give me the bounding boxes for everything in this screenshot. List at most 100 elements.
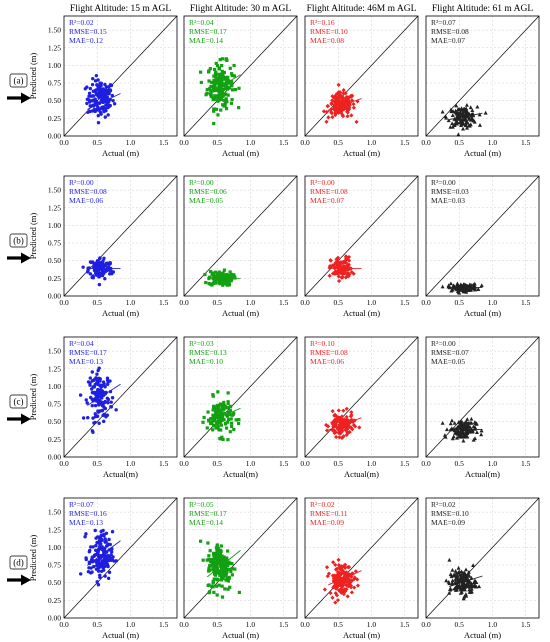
data-point [211, 97, 215, 102]
one-to-one-line [425, 175, 540, 297]
data-point [344, 578, 349, 583]
stat-label: R²=0.07 [431, 18, 456, 27]
data-point [218, 282, 222, 286]
data-point [477, 123, 482, 127]
data-point [219, 576, 224, 580]
data-point [215, 553, 220, 558]
x-tick-label: 0.5 [93, 459, 103, 468]
y-tick-label: 1.25 [48, 525, 61, 534]
data-point [85, 101, 89, 106]
data-point [232, 411, 236, 415]
data-point [216, 113, 220, 117]
one-to-one-line [425, 497, 540, 619]
data-point [349, 94, 354, 99]
data-point [214, 81, 218, 85]
data-point [344, 267, 349, 272]
data-point [467, 584, 472, 589]
data-point [456, 432, 461, 436]
data-point [108, 260, 112, 265]
data-point [339, 275, 344, 280]
data-point [459, 123, 464, 127]
data-points [201, 390, 241, 442]
data-point [97, 421, 101, 425]
data-point [340, 417, 345, 423]
data-point [213, 94, 217, 98]
data-point [215, 543, 219, 547]
data-point [97, 87, 101, 91]
panel-frame [183, 336, 298, 458]
data-point [460, 434, 465, 439]
data-point [218, 569, 222, 573]
data-point [224, 278, 228, 282]
x-tick-label: 1.0 [246, 459, 256, 468]
data-point [99, 264, 103, 269]
data-point [448, 281, 453, 286]
data-point [229, 279, 233, 283]
data-point [219, 88, 223, 93]
data-point [444, 427, 449, 432]
stat-label: RMSE=0.06 [189, 187, 227, 196]
data-point [473, 287, 478, 292]
data-point [444, 578, 449, 583]
data-point [86, 570, 91, 574]
data-point [341, 564, 346, 569]
stat-label: RMSE=0.10 [310, 27, 348, 36]
data-point [219, 272, 223, 276]
data-point [334, 578, 340, 583]
data-point [330, 94, 335, 99]
data-point [97, 282, 102, 287]
data-points [78, 366, 118, 434]
data-point [201, 420, 205, 424]
data-point [101, 92, 105, 96]
panel-frame [63, 336, 178, 458]
data-point [343, 91, 348, 96]
data-point [95, 390, 99, 395]
data-point [88, 381, 92, 385]
data-point [459, 422, 464, 427]
data-point [355, 583, 361, 588]
data-point [214, 274, 218, 279]
data-point [339, 414, 345, 419]
data-point [337, 579, 342, 584]
stat-label: R²=0.07 [69, 500, 94, 509]
data-point [227, 575, 231, 580]
data-point [215, 420, 219, 424]
data-point [349, 113, 354, 118]
data-point [464, 102, 469, 107]
data-point [213, 88, 217, 92]
data-point [94, 73, 99, 78]
data-point [230, 73, 234, 78]
data-point [97, 366, 101, 370]
data-point [221, 283, 225, 287]
data-point [208, 67, 212, 71]
data-point [462, 423, 467, 428]
data-point [339, 570, 344, 575]
stat-label: R²=0.02 [431, 500, 456, 509]
x-tick-label: 1.5 [521, 138, 531, 147]
data-point [94, 273, 99, 277]
data-point [214, 107, 219, 111]
stat-label: MAE=0.14 [189, 518, 223, 527]
data-point [90, 379, 95, 383]
data-point [221, 569, 225, 573]
x-axis-label: Actual (m) [102, 630, 139, 640]
data-point [226, 391, 230, 395]
data-point [471, 437, 476, 442]
stat-label: MAE=0.13 [69, 518, 103, 527]
x-axis-label: Actual (m) [222, 308, 259, 318]
fit-line [87, 93, 121, 110]
data-point [96, 113, 100, 118]
data-point [467, 573, 472, 578]
data-point [224, 274, 228, 278]
data-points [203, 268, 237, 287]
data-point [212, 273, 216, 278]
data-point [463, 567, 468, 572]
data-point [333, 567, 339, 572]
data-point [212, 568, 216, 572]
stat-label: RMSE=0.15 [69, 27, 107, 36]
data-point [96, 409, 100, 413]
data-point [483, 110, 488, 115]
data-point [342, 578, 347, 583]
svg-text:(d): (d) [13, 558, 24, 568]
data-point [468, 122, 473, 127]
